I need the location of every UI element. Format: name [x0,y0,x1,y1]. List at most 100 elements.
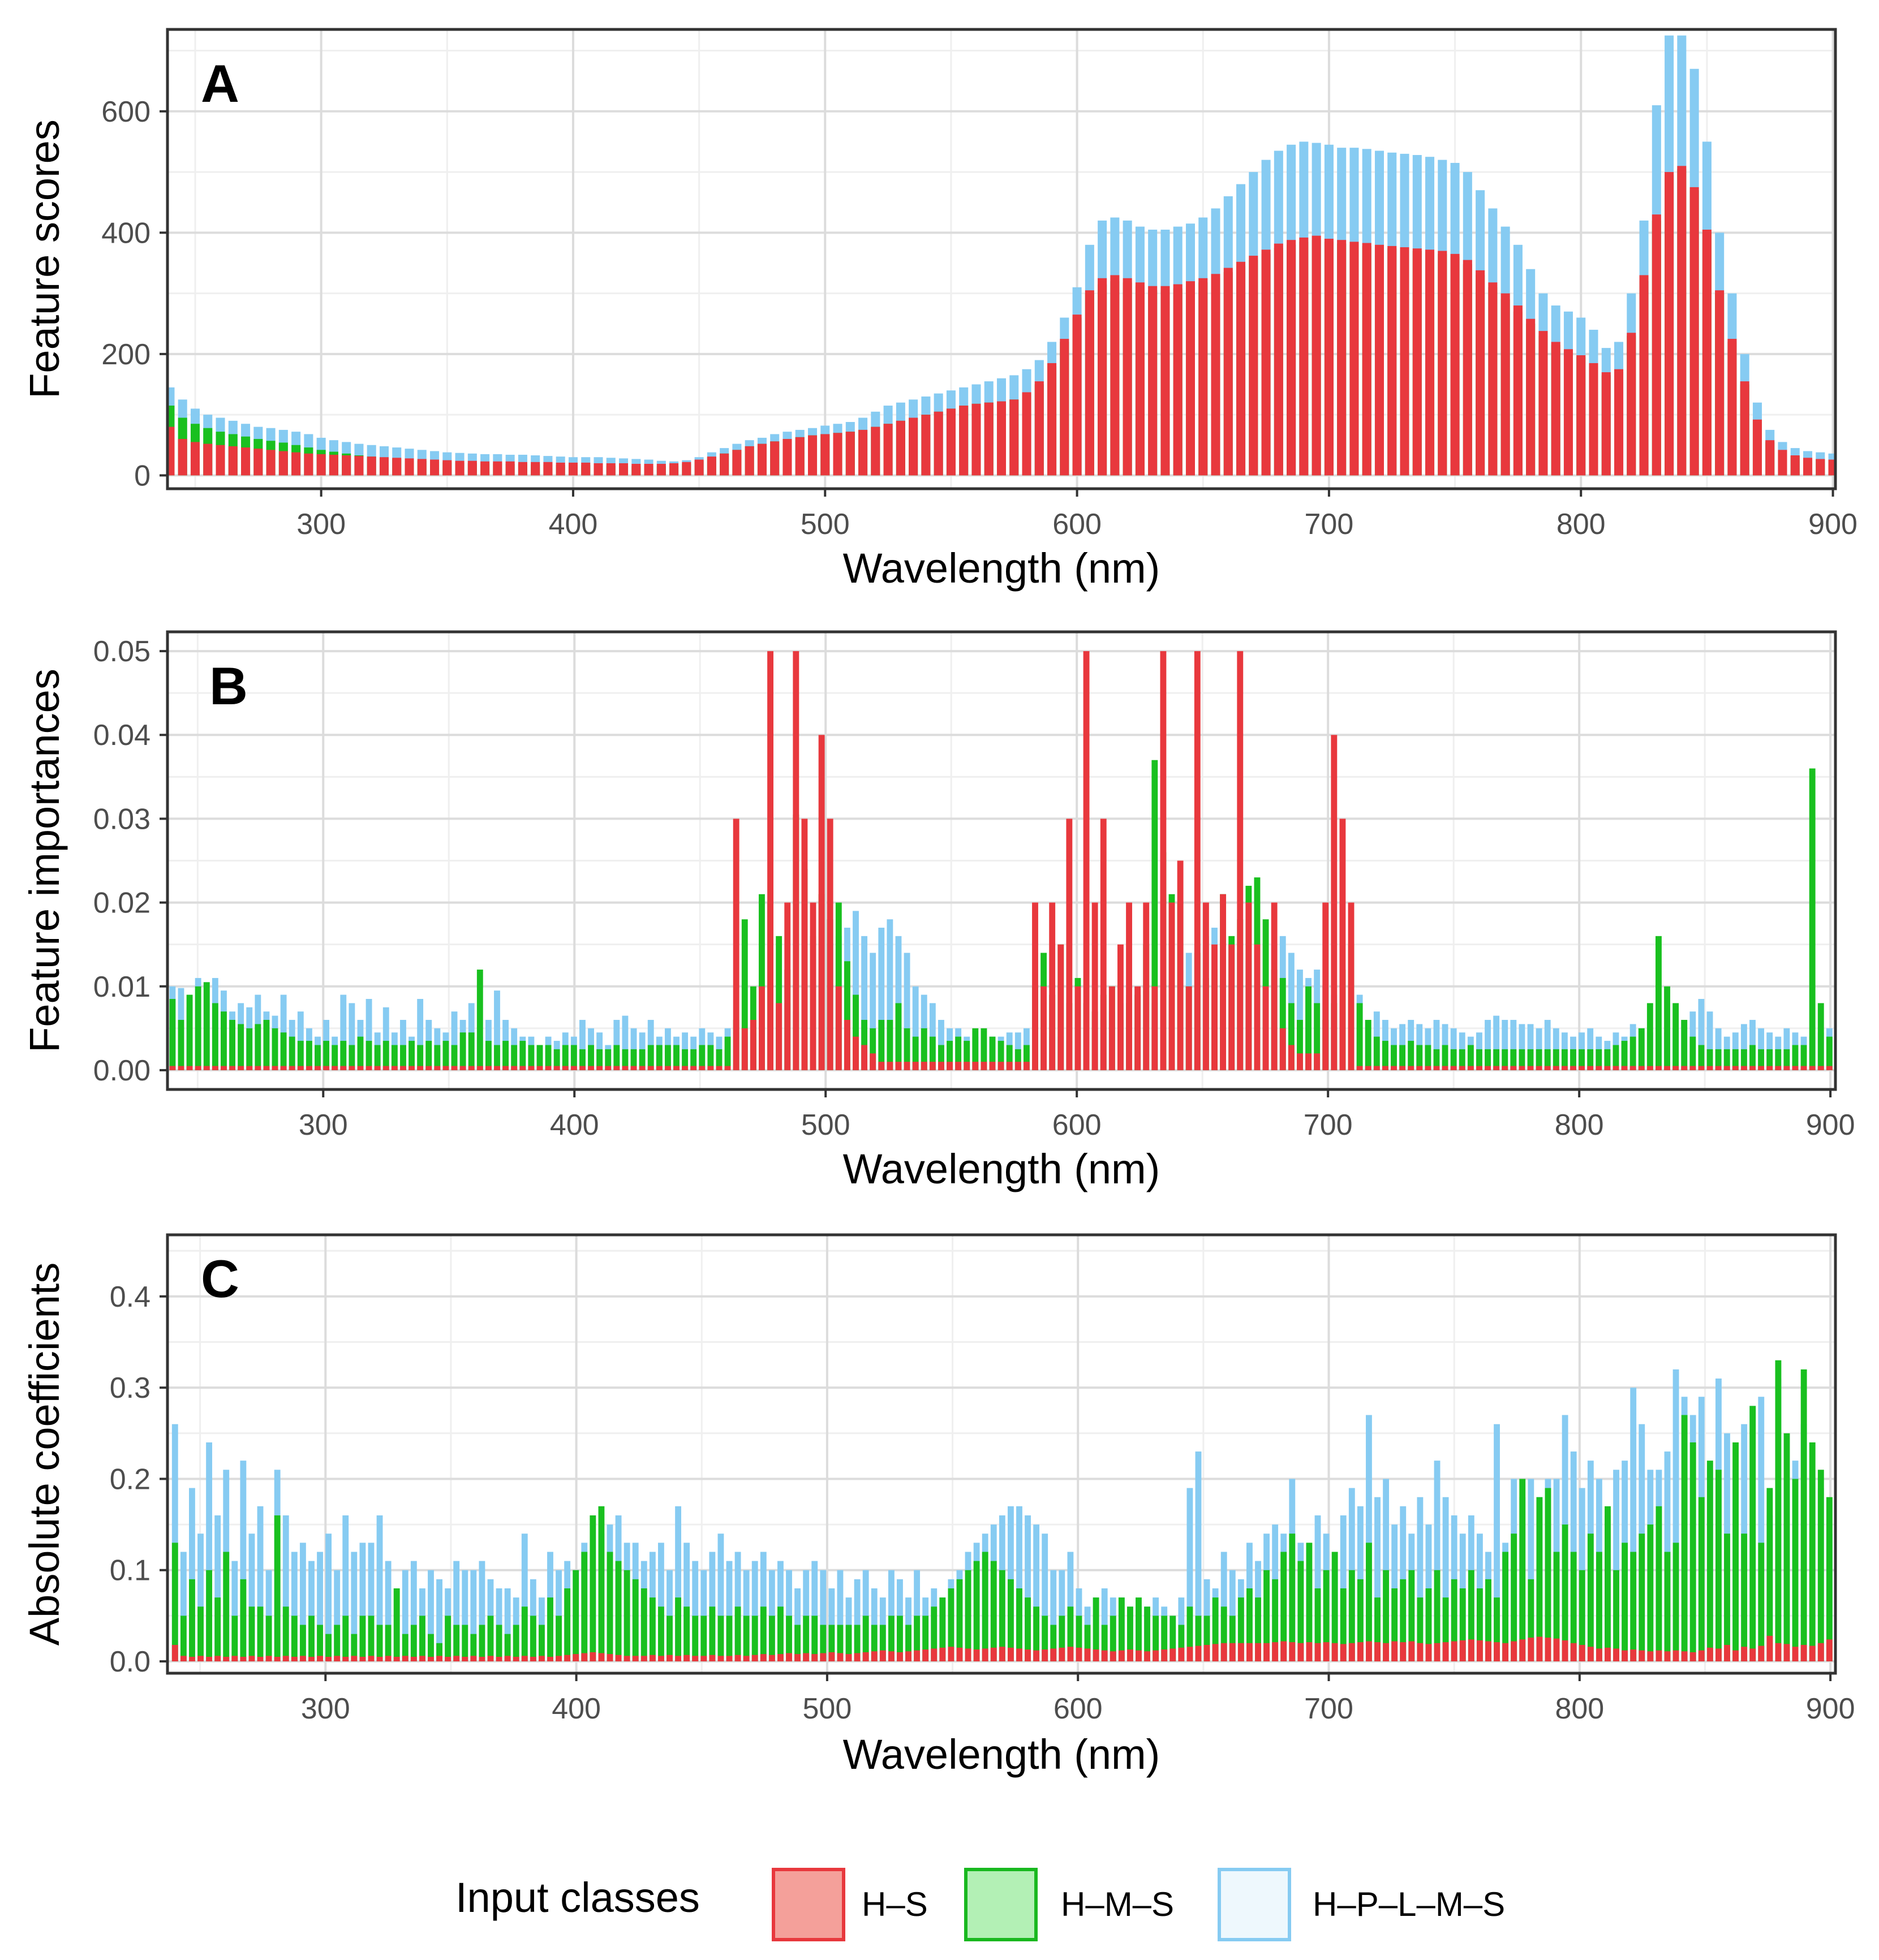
bar-hms [716,1049,723,1070]
x-tick-label: 800 [1555,1109,1604,1141]
bar-hs [568,462,578,476]
bar-hplms [1494,1424,1500,1662]
bar-hs [1059,1647,1065,1662]
bar-hms [999,1570,1005,1662]
x-tick-label: 700 [1304,1692,1353,1725]
bar-hs [1613,1066,1619,1070]
bar-hs [342,1656,349,1662]
bar-hms [1817,1470,1824,1662]
bar-hms [1383,1570,1390,1662]
bar-hms [553,1049,560,1070]
bar-hplms [726,1561,733,1662]
y-axis-title: Feature scores [21,119,68,399]
bar-hs [1161,1649,1168,1662]
bar-hs [1083,651,1090,1070]
bar-hms [1638,1028,1645,1070]
bar-hms [1110,1616,1116,1662]
bar-hs [1869,1639,1875,1661]
bar-hs [1826,1066,1833,1070]
bar-hms [1356,1003,1363,1070]
bar-hms [547,1597,553,1662]
bar-hplms [197,1533,204,1662]
legend-title: Input classes [455,1874,700,1921]
bar-hs [1066,819,1073,1070]
series-hs [171,1634,1875,1662]
bar-hs [241,447,251,476]
bar-hs [707,1066,714,1070]
bar-hms [1468,1570,1474,1662]
panel-border [166,1233,1837,1675]
bar-hms [1400,1579,1407,1662]
bar-hplms [349,1003,355,1070]
bar-hs [1843,1645,1850,1661]
bar-hs [921,1062,927,1070]
bar-hs [981,1062,987,1070]
bar-hs [1261,249,1271,476]
bar-hs [400,1066,406,1070]
bar-hms [1101,1625,1108,1662]
bar-hs [402,1656,409,1662]
bar-hms [939,1597,946,1662]
bar-hms [299,1625,306,1662]
bar-hs [308,1656,315,1662]
bar-hs [1314,1643,1321,1662]
bar-hs [1245,902,1252,1070]
bar-hms [1841,461,1850,476]
bar-hms [519,1041,526,1070]
bar-hms [1854,461,1863,476]
bar-hs [732,450,742,476]
bar-hs [1672,1650,1679,1662]
bar-hs [1852,1647,1858,1661]
bar-hms [1860,1470,1867,1661]
bar-hms [1604,1049,1611,1070]
bar-hms [1866,462,1875,476]
bar-hs [1110,1651,1116,1662]
bar-hs [278,451,288,476]
bar-hs [1098,278,1107,476]
x-axis-title: Wavelength (nm) [843,545,1160,592]
bar-hms [1553,1049,1559,1070]
bar-hs [1630,1649,1637,1662]
bar-hs [238,1066,244,1070]
panel-tag: A [201,54,239,113]
bar-hms [417,1045,424,1070]
bar-hs [853,1036,859,1070]
bar-hplms [1536,1028,1542,1070]
bar-hms [1186,1606,1193,1662]
bar-hplms [359,1543,366,1662]
bar-hplms [914,1570,921,1662]
bar-hs [410,1656,417,1662]
bar-hs [1860,1634,1867,1661]
bar-hs [1084,1648,1091,1662]
bar-hs [1412,248,1422,476]
bar-hms [374,1045,381,1070]
bar-hms [1255,1597,1261,1662]
bar-hs [751,1655,758,1662]
bar-hs [1677,166,1687,476]
bar-hms [905,1625,911,1662]
bar-hs [939,1647,946,1662]
bar-hs [1323,1642,1330,1662]
x-tick-label: 600 [1052,508,1102,541]
bar-hs [1067,1647,1074,1662]
bar-hms [1476,1588,1483,1662]
bar-hs [1493,1066,1500,1070]
bar-hms [476,970,483,1070]
y-tick-label: 0.01 [93,971,151,1003]
bar-hs [647,1066,654,1070]
bar-hs [1783,1066,1790,1070]
bar-hs [1681,1066,1688,1070]
bar-hs [1494,1642,1500,1662]
bar-hs [349,1066,355,1070]
bar-hs [186,1066,193,1070]
bar-hs [870,1053,876,1070]
y-tick-label: 0.05 [93,635,151,668]
bar-hms [1408,1570,1415,1662]
bar-hs [1715,1648,1722,1662]
bar-hs [1740,1066,1747,1070]
bar-hs [468,1066,475,1070]
x-axis-title: Wavelength (nm) [843,1731,1160,1778]
bar-hs [487,1656,494,1662]
bar-hs [317,1656,323,1662]
bar-hplms [1698,998,1705,1070]
